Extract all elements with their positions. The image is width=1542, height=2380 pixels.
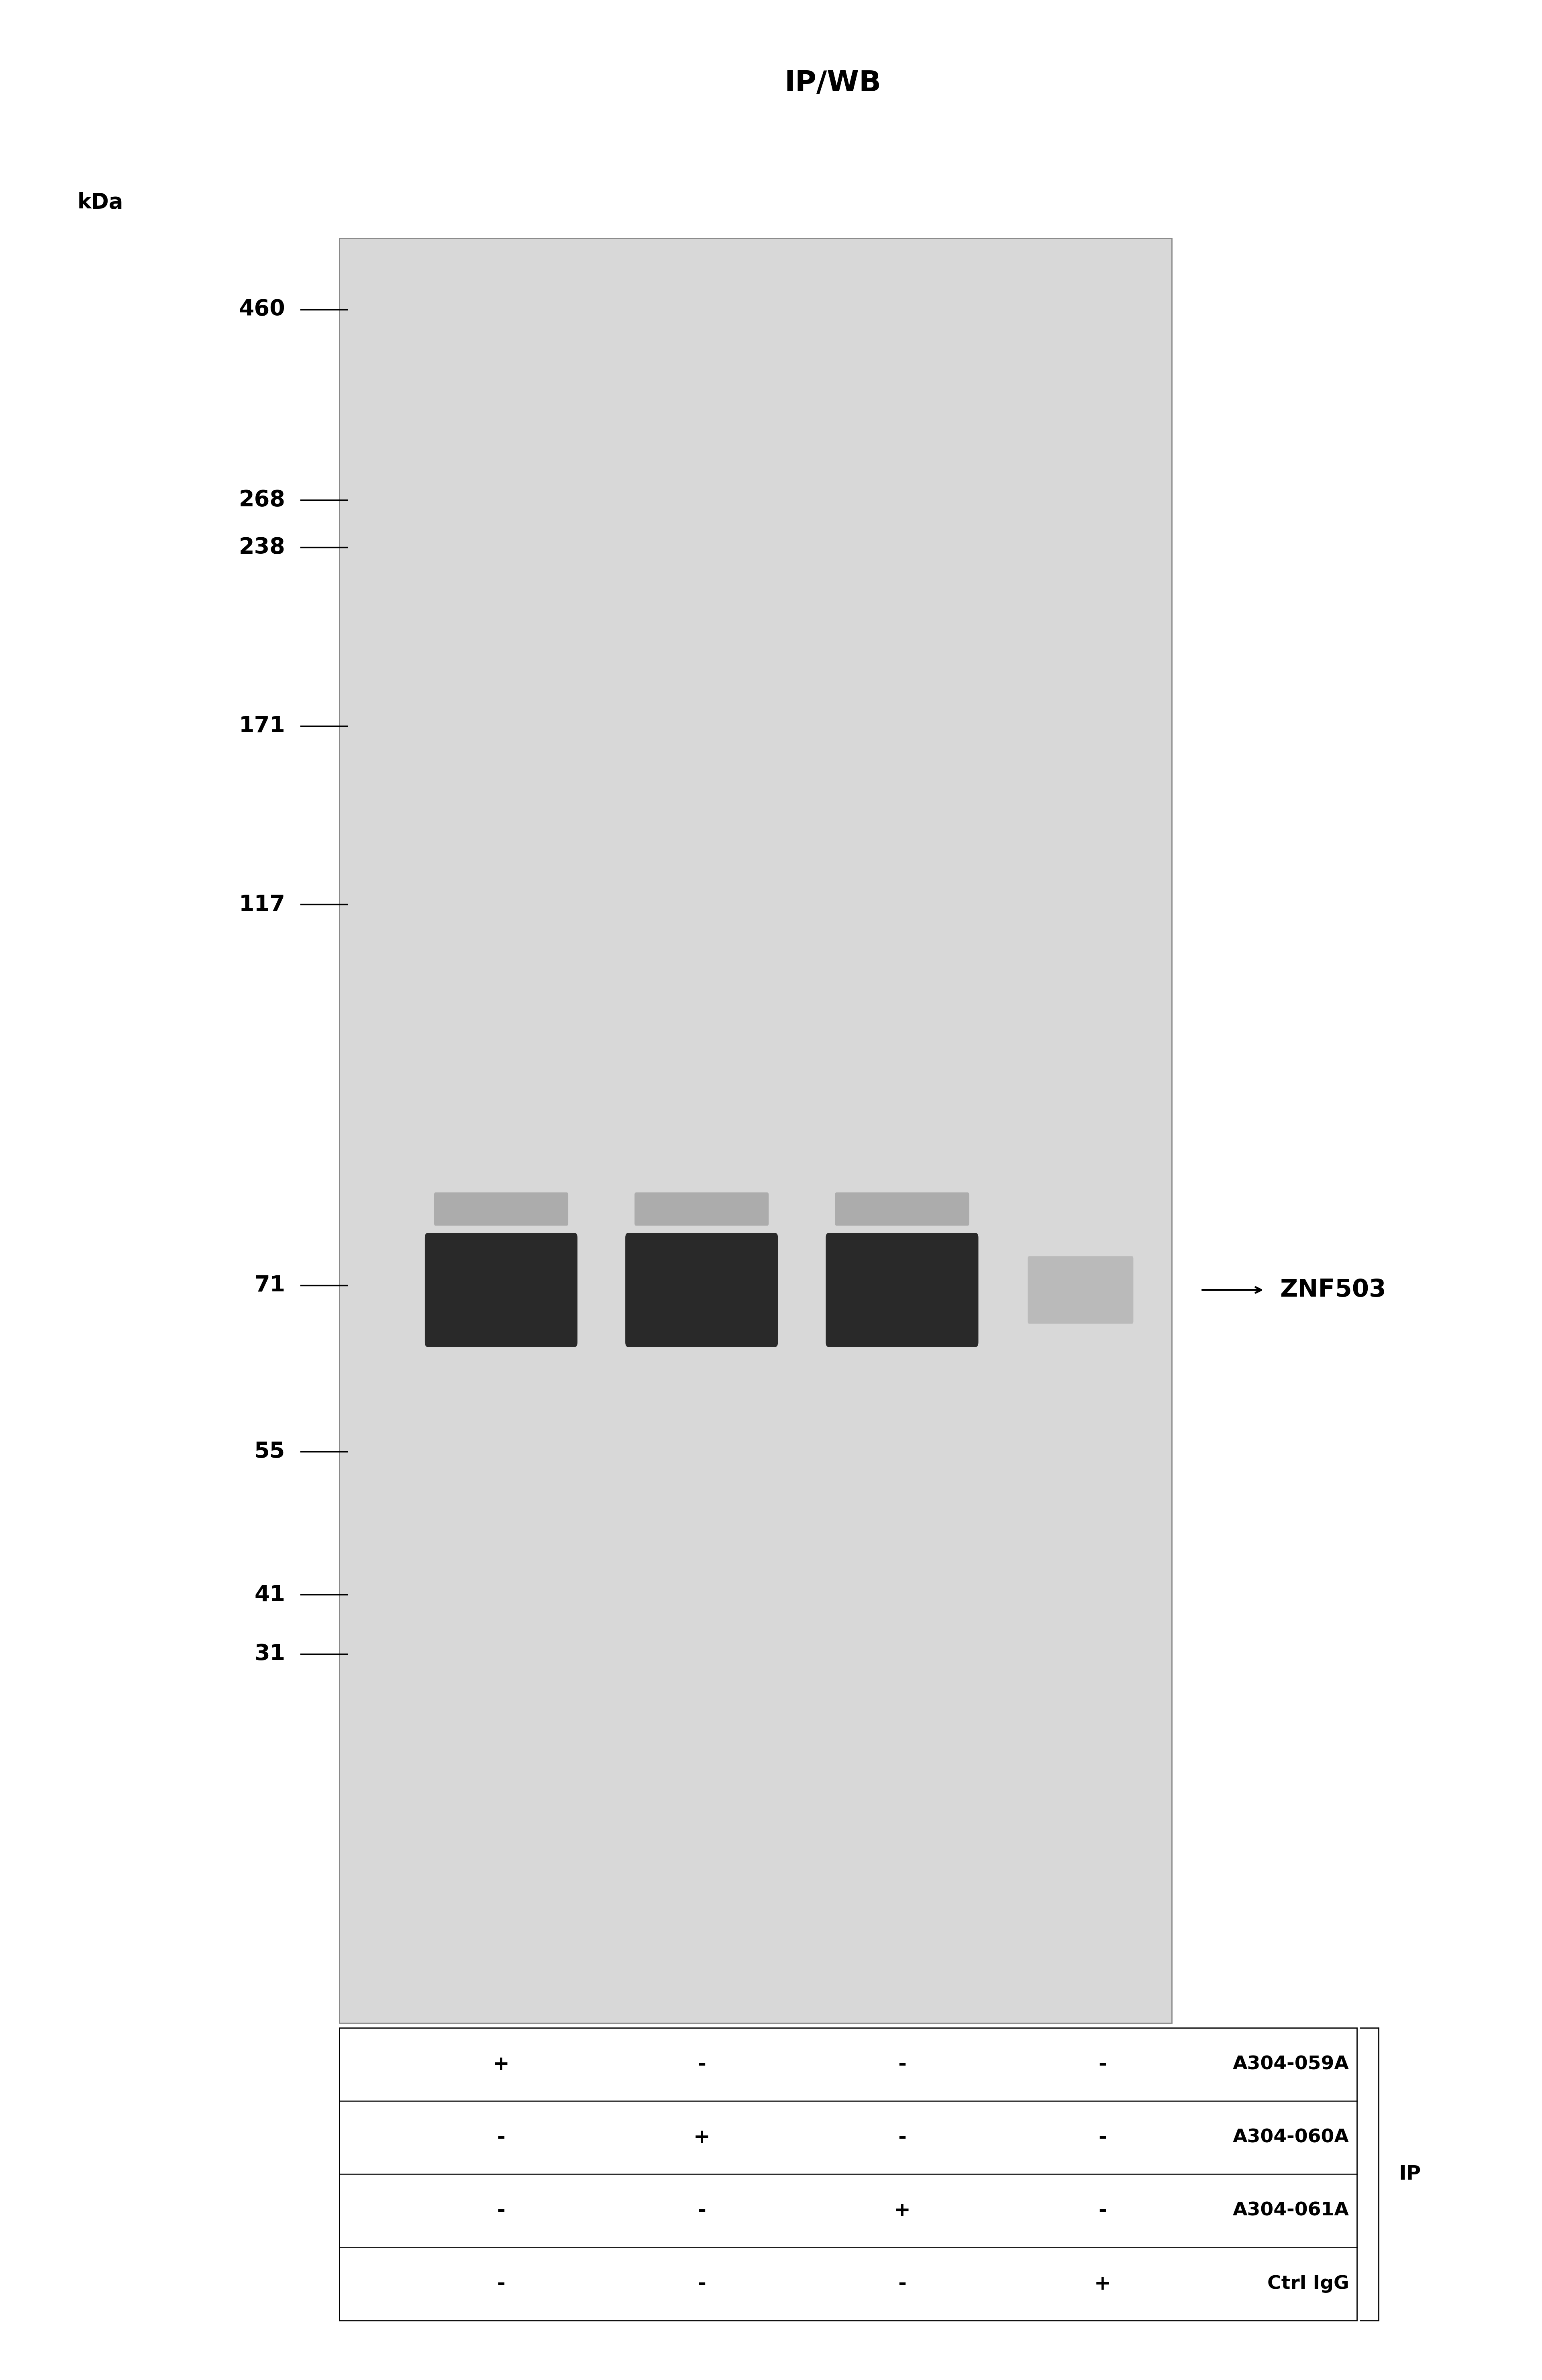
Text: -: -: [1098, 2054, 1107, 2073]
Text: 238: 238: [239, 536, 285, 559]
Text: 268: 268: [239, 488, 285, 512]
Text: +: +: [493, 2054, 509, 2073]
FancyBboxPatch shape: [626, 1233, 779, 1347]
FancyBboxPatch shape: [1027, 1257, 1133, 1323]
Bar: [339, 2028, 1357, 2320]
Text: A304-061A: A304-061A: [1232, 2202, 1349, 2221]
Text: -: -: [1098, 2202, 1107, 2221]
Text: IP/WB: IP/WB: [785, 69, 880, 98]
Text: A304-060A: A304-060A: [1232, 2128, 1349, 2147]
FancyBboxPatch shape: [825, 1233, 978, 1347]
Text: ZNF503: ZNF503: [1280, 1278, 1386, 1302]
Text: +: +: [894, 2202, 910, 2221]
Text: 171: 171: [239, 714, 285, 738]
Text: -: -: [497, 2275, 506, 2294]
Text: -: -: [897, 2275, 907, 2294]
Text: IP: IP: [1399, 2163, 1420, 2185]
Text: Ctrl IgG: Ctrl IgG: [1268, 2275, 1349, 2292]
Text: +: +: [1095, 2275, 1110, 2294]
Text: 31: 31: [254, 1642, 285, 1666]
Text: kDa: kDa: [77, 193, 123, 212]
Text: -: -: [497, 2128, 506, 2147]
Text: +: +: [694, 2128, 709, 2147]
Text: A304-059A: A304-059A: [1232, 2056, 1349, 2073]
FancyBboxPatch shape: [426, 1233, 578, 1347]
Text: -: -: [697, 2275, 706, 2294]
Text: 55: 55: [254, 1440, 285, 1464]
Text: -: -: [497, 2202, 506, 2221]
FancyBboxPatch shape: [836, 1192, 968, 1226]
Text: 71: 71: [254, 1273, 285, 1297]
Text: -: -: [897, 2054, 907, 2073]
Text: 41: 41: [254, 1583, 285, 1607]
Text: -: -: [697, 2054, 706, 2073]
FancyBboxPatch shape: [339, 238, 1172, 2023]
FancyBboxPatch shape: [435, 1192, 569, 1226]
Text: 460: 460: [239, 298, 285, 321]
FancyBboxPatch shape: [635, 1192, 769, 1226]
Text: -: -: [697, 2202, 706, 2221]
Text: -: -: [897, 2128, 907, 2147]
Text: -: -: [1098, 2128, 1107, 2147]
Text: 117: 117: [239, 892, 285, 916]
